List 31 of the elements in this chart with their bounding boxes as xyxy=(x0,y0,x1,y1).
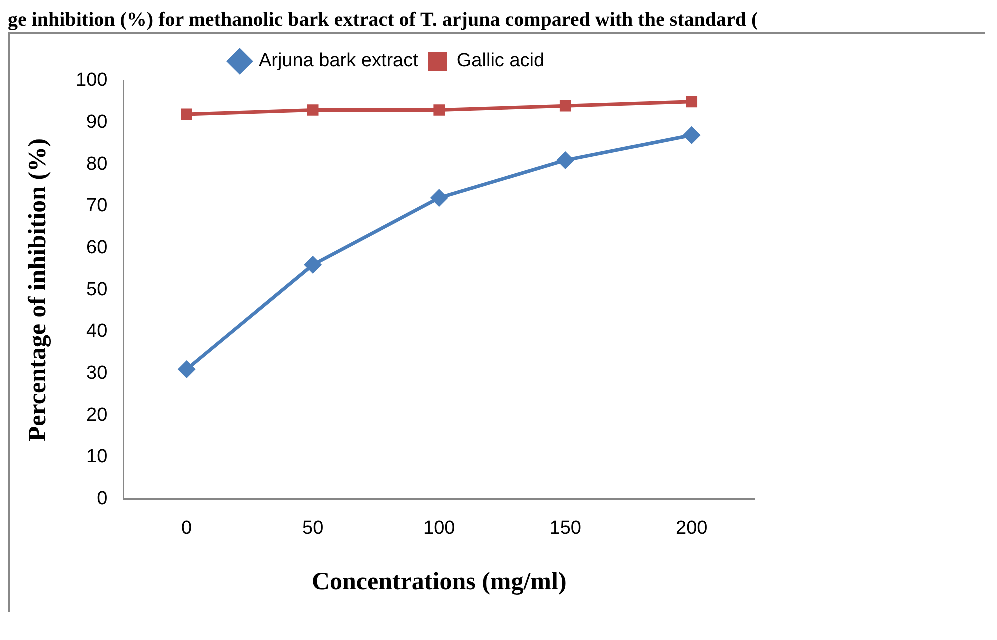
y-tick-label: 70 xyxy=(86,196,108,217)
point xyxy=(434,104,446,116)
y-tick-label: 50 xyxy=(86,279,108,300)
y-tick-label: 100 xyxy=(76,70,108,92)
point xyxy=(686,96,698,108)
point xyxy=(307,104,319,116)
y-tick-label: 60 xyxy=(86,238,108,259)
legend-label: Arjuna bark extract xyxy=(258,50,420,72)
y-tick-label: 40 xyxy=(86,321,108,342)
y-tick-label: 10 xyxy=(86,446,108,468)
y-tick-label: 30 xyxy=(86,362,108,384)
x-tick-label: 200 xyxy=(676,518,708,539)
y-tick-label: 90 xyxy=(86,112,108,134)
y-tick-label: 80 xyxy=(86,154,108,175)
x-tick-label: 150 xyxy=(550,518,582,539)
x-tick-label: 100 xyxy=(424,518,456,539)
x-tick-label: 0 xyxy=(182,518,192,539)
legend-label: Gallic acid xyxy=(456,50,545,72)
point xyxy=(556,151,575,170)
point xyxy=(560,100,572,112)
point xyxy=(304,256,322,274)
chart-title: ge inhibition (%) for methanolic bark extract of T. arjuna compared with the standard ( xyxy=(8,8,760,32)
y-tick-label: 0 xyxy=(97,488,108,510)
point xyxy=(178,360,196,379)
point xyxy=(430,189,448,208)
x-axis-title: Concentrations (mg/ml) xyxy=(312,568,567,596)
y-axis-title: Percentage of inhibition (%) xyxy=(24,138,52,442)
point xyxy=(181,108,192,120)
point xyxy=(682,126,701,144)
y-tick-label: 20 xyxy=(86,404,108,426)
x-tick-label: 50 xyxy=(302,518,324,539)
